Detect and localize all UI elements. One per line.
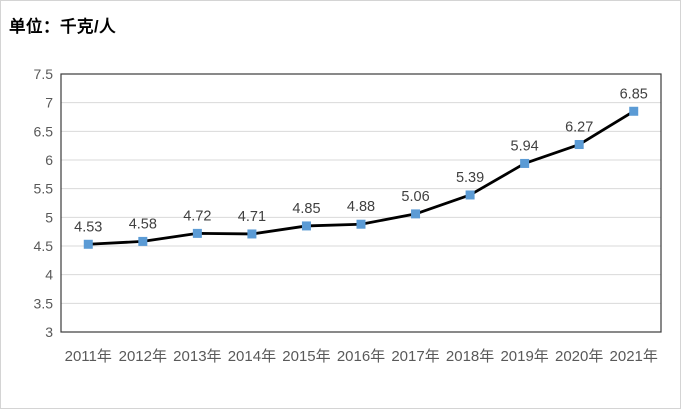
x-axis-category-label: 2018年 bbox=[446, 348, 494, 365]
data-point-label: 4.88 bbox=[347, 199, 375, 215]
y-axis-tick-label: 4 bbox=[45, 267, 53, 283]
data-point-label: 4.53 bbox=[74, 219, 102, 235]
x-axis-category-label: 2020年 bbox=[555, 348, 603, 365]
y-axis-tick-label: 7.5 bbox=[34, 66, 54, 82]
data-point-marker bbox=[192, 228, 202, 238]
x-axis-category-label: 2016年 bbox=[337, 348, 385, 365]
y-axis-tick-label: 6.5 bbox=[34, 123, 54, 139]
data-point-label: 4.58 bbox=[129, 216, 157, 232]
y-axis-tick-label: 5.5 bbox=[34, 181, 54, 197]
x-axis-category-label: 2019年 bbox=[500, 348, 548, 365]
x-axis-category-label: 2012年 bbox=[119, 348, 167, 365]
data-point-marker bbox=[411, 209, 421, 219]
data-point-marker bbox=[520, 158, 530, 168]
data-point-marker bbox=[138, 236, 148, 246]
data-point-marker bbox=[83, 239, 93, 249]
x-axis-category-label: 2015年 bbox=[282, 348, 330, 365]
data-point-label: 6.27 bbox=[565, 120, 593, 136]
data-point-label: 6.85 bbox=[620, 86, 648, 102]
data-point-marker bbox=[629, 106, 639, 116]
y-axis-tick-label: 7 bbox=[45, 95, 53, 111]
plot-area-border bbox=[60, 73, 662, 333]
data-point-marker bbox=[356, 219, 366, 229]
data-point-marker bbox=[465, 190, 475, 200]
data-point-marker bbox=[247, 229, 257, 239]
y-axis-tick-label: 3.5 bbox=[34, 295, 54, 311]
y-axis-tick-label: 3 bbox=[45, 324, 53, 340]
x-axis-category-label: 2017年 bbox=[391, 348, 439, 365]
data-point-marker bbox=[301, 221, 311, 231]
x-axis-category-label: 2011年 bbox=[65, 348, 112, 365]
x-axis-category-label: 2021年 bbox=[610, 348, 658, 365]
y-axis-tick-label: 4.5 bbox=[34, 238, 54, 254]
y-axis-tick-label: 6 bbox=[45, 152, 53, 168]
x-axis-category-label: 2013年 bbox=[173, 348, 221, 365]
y-axis-tick-label: 5 bbox=[45, 209, 53, 225]
data-point-marker bbox=[574, 140, 584, 150]
data-point-label: 4.71 bbox=[238, 209, 266, 225]
data-point-label: 5.06 bbox=[401, 189, 429, 205]
data-point-label: 5.94 bbox=[511, 138, 539, 154]
unit-label: 单位：千克/人 bbox=[9, 18, 117, 36]
data-point-label: 5.39 bbox=[456, 170, 484, 186]
data-point-label: 4.85 bbox=[292, 201, 320, 217]
data-point-label: 4.72 bbox=[183, 208, 211, 224]
x-axis-category-label: 2014年 bbox=[228, 348, 276, 365]
